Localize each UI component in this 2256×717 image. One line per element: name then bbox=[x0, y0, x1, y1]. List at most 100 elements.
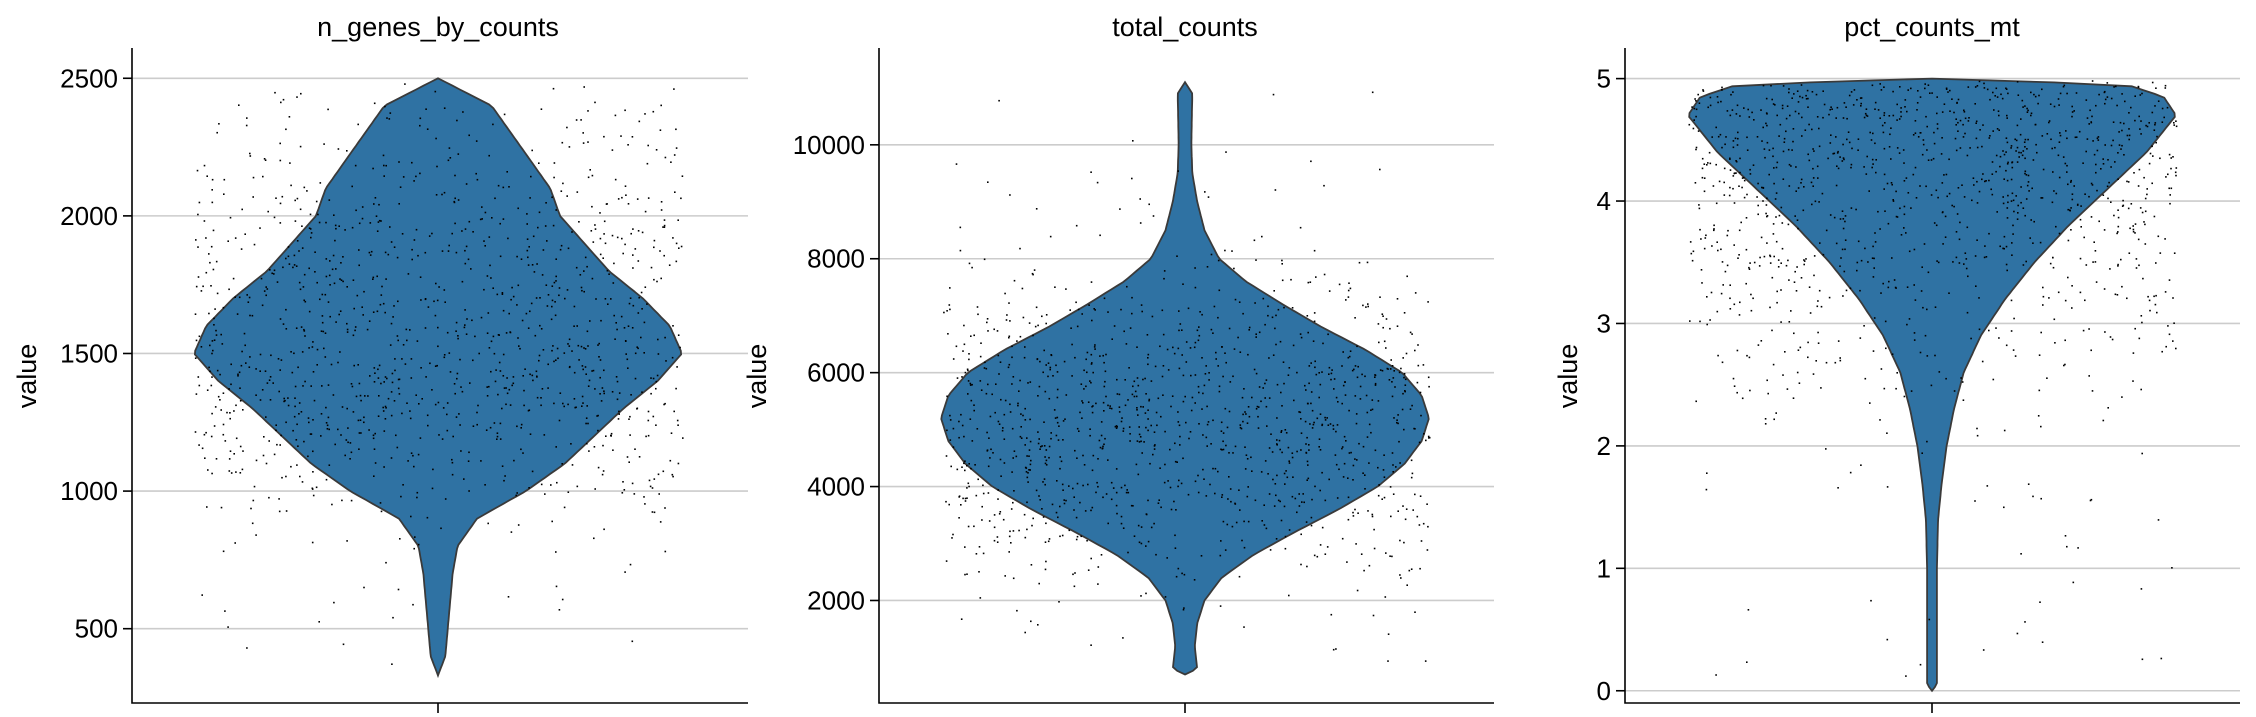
data-point bbox=[242, 450, 244, 452]
data-point bbox=[634, 448, 636, 450]
data-point bbox=[2005, 263, 2008, 266]
data-point bbox=[1808, 123, 1810, 126]
data-point bbox=[1016, 340, 1018, 342]
data-point bbox=[555, 209, 557, 211]
data-point bbox=[309, 228, 312, 230]
data-point bbox=[1847, 131, 1850, 133]
data-point bbox=[1274, 189, 1277, 191]
data-point bbox=[1294, 497, 1297, 500]
data-point bbox=[1795, 190, 1797, 192]
data-point bbox=[1903, 180, 1906, 182]
data-point bbox=[389, 112, 392, 114]
data-point bbox=[1933, 131, 1935, 134]
data-point bbox=[320, 330, 323, 332]
data-point bbox=[387, 253, 390, 256]
data-point bbox=[203, 433, 206, 436]
data-point bbox=[551, 196, 553, 199]
data-point bbox=[540, 404, 542, 407]
data-point bbox=[1713, 224, 1715, 227]
data-point bbox=[1076, 325, 1079, 328]
data-point bbox=[436, 165, 438, 168]
data-point bbox=[1955, 124, 1957, 126]
data-point bbox=[240, 364, 243, 367]
data-point bbox=[2103, 288, 2106, 290]
data-point bbox=[397, 300, 399, 303]
data-point bbox=[1335, 463, 1338, 466]
data-point bbox=[1389, 555, 1391, 557]
data-point bbox=[1169, 486, 1172, 489]
data-point bbox=[1343, 462, 1346, 465]
data-point bbox=[563, 405, 565, 408]
data-point bbox=[2088, 195, 2090, 198]
data-point bbox=[2057, 154, 2060, 157]
data-point bbox=[1122, 527, 1125, 529]
data-point bbox=[304, 300, 307, 303]
data-point bbox=[1957, 121, 1959, 124]
data-point bbox=[1965, 258, 1968, 260]
data-point bbox=[1741, 186, 1743, 189]
data-point bbox=[1231, 250, 1233, 252]
data-point bbox=[1307, 464, 1309, 466]
data-point bbox=[1104, 380, 1106, 383]
data-point bbox=[1205, 436, 1208, 439]
data-point bbox=[547, 387, 549, 389]
data-point bbox=[1842, 227, 1845, 230]
data-point bbox=[2011, 254, 2013, 256]
data-point bbox=[1929, 92, 1931, 94]
data-point bbox=[1312, 423, 1315, 426]
data-point bbox=[219, 373, 221, 376]
data-point bbox=[2137, 86, 2140, 89]
data-point bbox=[296, 96, 298, 98]
data-point bbox=[1180, 482, 1183, 485]
data-point bbox=[589, 320, 591, 322]
data-point bbox=[1943, 103, 1946, 105]
data-point bbox=[982, 484, 984, 487]
data-point bbox=[1792, 128, 1795, 130]
data-point bbox=[1806, 89, 1809, 92]
data-point bbox=[677, 219, 679, 221]
data-point bbox=[1985, 180, 1987, 182]
data-point bbox=[483, 288, 485, 291]
data-point bbox=[1124, 404, 1127, 407]
data-point bbox=[2127, 181, 2130, 183]
data-point bbox=[1988, 329, 1990, 332]
data-point bbox=[1788, 279, 1790, 281]
data-point bbox=[428, 235, 431, 237]
data-point bbox=[1374, 449, 1377, 452]
data-point bbox=[2123, 154, 2125, 156]
data-point bbox=[1177, 485, 1179, 488]
data-point bbox=[1226, 523, 1229, 526]
data-point bbox=[1283, 505, 1286, 508]
data-point bbox=[1757, 204, 1759, 207]
data-point bbox=[461, 230, 463, 232]
data-point bbox=[2090, 216, 2093, 218]
data-point bbox=[2116, 104, 2118, 107]
data-point bbox=[1214, 467, 1217, 470]
data-point bbox=[1154, 365, 1157, 368]
data-point bbox=[632, 254, 634, 256]
data-point bbox=[1022, 414, 1024, 417]
data-point bbox=[628, 418, 630, 420]
data-point bbox=[1715, 163, 1717, 166]
data-point bbox=[1147, 418, 1149, 420]
data-point bbox=[198, 201, 201, 204]
data-point bbox=[1288, 529, 1291, 531]
data-point bbox=[205, 431, 207, 434]
data-point bbox=[443, 289, 446, 291]
data-point bbox=[1057, 516, 1059, 519]
data-point bbox=[1247, 353, 1249, 356]
data-point bbox=[1242, 413, 1244, 416]
data-point bbox=[208, 312, 210, 315]
data-point bbox=[1082, 402, 1084, 404]
data-point bbox=[210, 384, 213, 387]
data-point bbox=[1237, 336, 1239, 339]
data-point bbox=[1711, 136, 1713, 138]
data-point bbox=[1778, 214, 1781, 217]
data-point bbox=[295, 327, 298, 329]
data-point bbox=[958, 495, 961, 497]
data-point bbox=[608, 273, 610, 275]
data-point bbox=[212, 349, 214, 352]
data-point bbox=[2144, 223, 2146, 226]
data-point bbox=[623, 489, 626, 491]
data-point bbox=[1405, 508, 1408, 510]
